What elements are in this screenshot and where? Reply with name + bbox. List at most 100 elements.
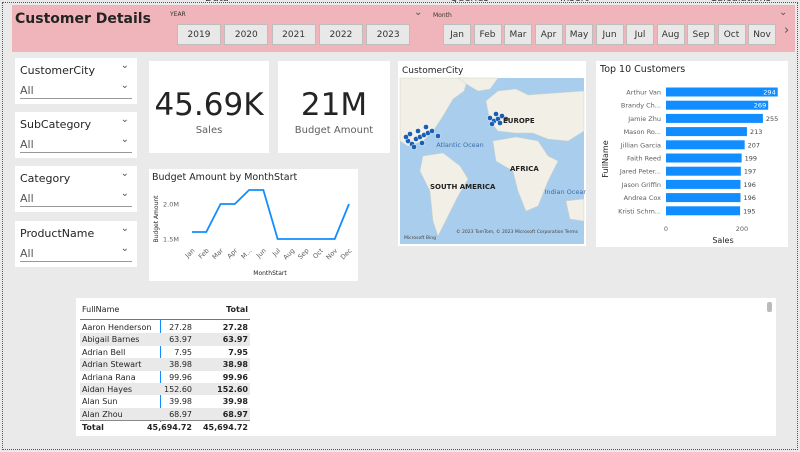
year-button[interactable]: 2021 — [271, 24, 316, 45]
location-dot — [503, 116, 509, 122]
slicer-value[interactable]: All — [20, 192, 34, 205]
chevron[interactable]: ⌄ — [414, 7, 423, 18]
land — [565, 198, 585, 222]
total-cell: Total — [82, 423, 104, 433]
ribbon-tab[interactable]: Data — [205, 0, 229, 4]
chevron[interactable]: ⌄ — [120, 188, 129, 199]
slicer-underline — [20, 206, 132, 207]
month-button[interactable]: Jan — [443, 24, 471, 45]
x-tick-label: Jan — [183, 247, 196, 260]
location-dot — [429, 128, 435, 134]
month-button[interactable]: Sep — [687, 24, 715, 45]
year-button[interactable]: 2022 — [318, 24, 363, 45]
line-chart: Budget Amount by MonthStart 1.5M 2.0MBudge… — [149, 169, 358, 281]
data-label: 195 — [743, 207, 755, 215]
map: CustomerCity EUROPE Atlantic Ocean AFRICA SO… — [398, 61, 586, 246]
chevron[interactable]: ⌄ — [120, 243, 129, 254]
year-button[interactable]: 2023 — [366, 24, 411, 45]
location-dot — [419, 140, 425, 146]
x-tick-label: Sep — [296, 247, 310, 261]
bar — [666, 179, 741, 189]
slicer[interactable]: Category All ⌄ ⌄ — [15, 166, 137, 212]
slicer-label: CustomerCity — [20, 64, 95, 77]
kpi-label: Sales — [195, 125, 223, 136]
column-rule — [160, 320, 161, 422]
month-button[interactable]: May — [565, 24, 593, 45]
month-button[interactable]: Mar — [504, 24, 532, 45]
cell: 39.98 — [222, 397, 248, 407]
data-label: 213 — [750, 128, 762, 136]
map-logo: Microsoft Bing — [404, 235, 436, 241]
y-tick-label: 1.5M — [163, 236, 179, 244]
y-tick-label: Jamie Zhu — [627, 115, 661, 123]
month-button[interactable]: Jul — [626, 24, 654, 45]
month-button[interactable]: Nov — [748, 24, 776, 45]
total-rule — [80, 420, 250, 422]
cell: 99.96 — [222, 372, 248, 382]
cell: 99.96 — [169, 372, 192, 382]
cell: Aaron Henderson — [82, 323, 152, 332]
scroll-arrow[interactable]: › — [784, 23, 790, 38]
chevron[interactable]: ⌄ — [120, 223, 129, 234]
location-dot — [423, 124, 429, 130]
total-cell: 45,694.72 — [202, 423, 248, 433]
month-button[interactable]: Oct — [717, 24, 746, 45]
slicer[interactable]: ProductName All ⌄ ⌄ — [15, 221, 137, 267]
x-tick-label: M... — [239, 247, 253, 261]
cell: 68.97 — [169, 409, 192, 419]
kpi-label: Budget Amount — [294, 125, 374, 136]
bar — [666, 113, 763, 123]
ribbon-tab[interactable]: Queries — [450, 0, 489, 4]
month-label: Month — [433, 12, 452, 19]
y-tick-label: Faith Reed — [627, 155, 661, 163]
data-label: 196 — [743, 181, 755, 189]
y-tick-label: Andrea Cox — [624, 194, 662, 202]
x-axis-title: MonthStart — [253, 270, 287, 277]
year-button[interactable]: 2020 — [224, 24, 269, 45]
chevron[interactable]: ⌄ — [120, 168, 129, 179]
slicer[interactable]: SubCategory All ⌄ ⌄ — [15, 112, 137, 158]
month-button[interactable]: Jun — [595, 24, 624, 45]
x-tick-label: Jul — [270, 247, 282, 259]
y-tick-label: Jared Peter... — [619, 168, 661, 176]
chevron[interactable]: ⌄ — [120, 114, 129, 125]
x-tick-label: Feb — [197, 247, 211, 261]
chevron[interactable]: ⌄ — [779, 7, 788, 18]
year-button[interactable]: 2019 — [177, 24, 221, 45]
x-tick-label: Jun — [254, 247, 268, 261]
location-dot — [497, 120, 503, 126]
month-button[interactable]: Aug — [656, 24, 685, 45]
bar — [666, 206, 741, 216]
cell: Alan Sun — [82, 397, 118, 407]
slicer-value[interactable]: All — [20, 84, 34, 97]
cell: Adrian Bell — [82, 347, 126, 357]
chevron[interactable]: ⌄ — [120, 60, 129, 71]
cell: 68.97 — [222, 409, 248, 419]
month-button[interactable]: Feb — [473, 24, 502, 45]
map-label: Indian Ocean — [545, 188, 586, 196]
slicer-underline — [20, 152, 132, 153]
x-tick-label: Dec — [339, 246, 354, 261]
ribbon-tab[interactable]: Calculations — [710, 0, 771, 4]
x-tick-label: Mar — [211, 247, 226, 262]
ribbon-tab[interactable]: Insert — [560, 0, 589, 4]
header-rule — [80, 319, 250, 320]
row-stripe — [80, 407, 250, 421]
slicer-value[interactable]: All — [20, 247, 34, 260]
x-tick-label: 0 — [664, 225, 668, 233]
y-axis-title: Budget Amount — [153, 195, 160, 243]
header-cell: FullName — [82, 305, 120, 314]
cell: Abigail Barnes — [82, 335, 140, 345]
chevron[interactable]: ⌄ — [120, 80, 129, 91]
cell: Aidan Hayes — [82, 385, 133, 394]
month-button[interactable]: Apr — [534, 24, 563, 45]
bar — [666, 140, 745, 150]
chevron[interactable]: ⌄ — [120, 134, 129, 145]
y-tick-label: Jillian Garcia — [620, 141, 661, 149]
bar — [666, 100, 769, 110]
land — [457, 77, 499, 92]
kpi-card: 21M Budget Amount — [278, 61, 390, 153]
slicer[interactable]: CustomerCity All ⌄ ⌄ — [15, 58, 137, 104]
slicer-value[interactable]: All — [20, 138, 34, 151]
